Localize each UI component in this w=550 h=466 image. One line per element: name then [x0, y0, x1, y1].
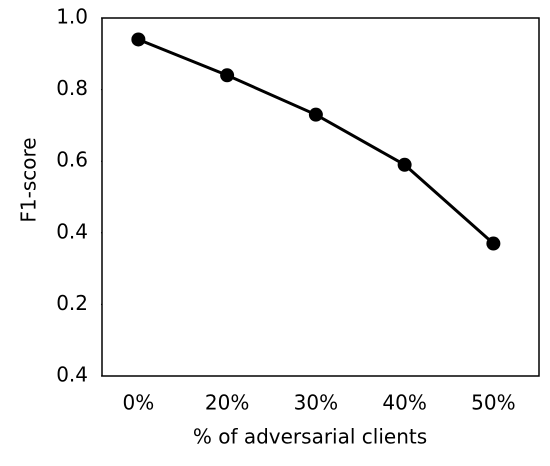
y-tick-label: 0.8	[56, 76, 88, 100]
data-point	[397, 157, 412, 172]
x-tick-label: 20%	[205, 391, 249, 415]
plot-frame	[101, 17, 540, 377]
y-axis-title: F1-score	[17, 137, 41, 222]
x-tick-label: 50%	[471, 391, 515, 415]
x-tick-label: 30%	[294, 391, 338, 415]
data-point	[486, 236, 501, 251]
y-tick-label: 0.6	[56, 148, 88, 172]
y-tick-label: 0.2	[56, 291, 88, 315]
data-point	[220, 68, 235, 83]
y-tick-label: 1.0	[56, 5, 88, 29]
y-tick-label: 0.4	[56, 363, 88, 387]
x-tick-label: 40%	[382, 391, 426, 415]
data-point	[308, 107, 323, 122]
y-tick-label: 0.4	[56, 219, 88, 243]
data-point	[131, 32, 146, 47]
series-line	[137, 38, 495, 245]
x-axis-title: % of adversarial clients	[193, 425, 427, 449]
x-tick-label: 0%	[123, 391, 155, 415]
